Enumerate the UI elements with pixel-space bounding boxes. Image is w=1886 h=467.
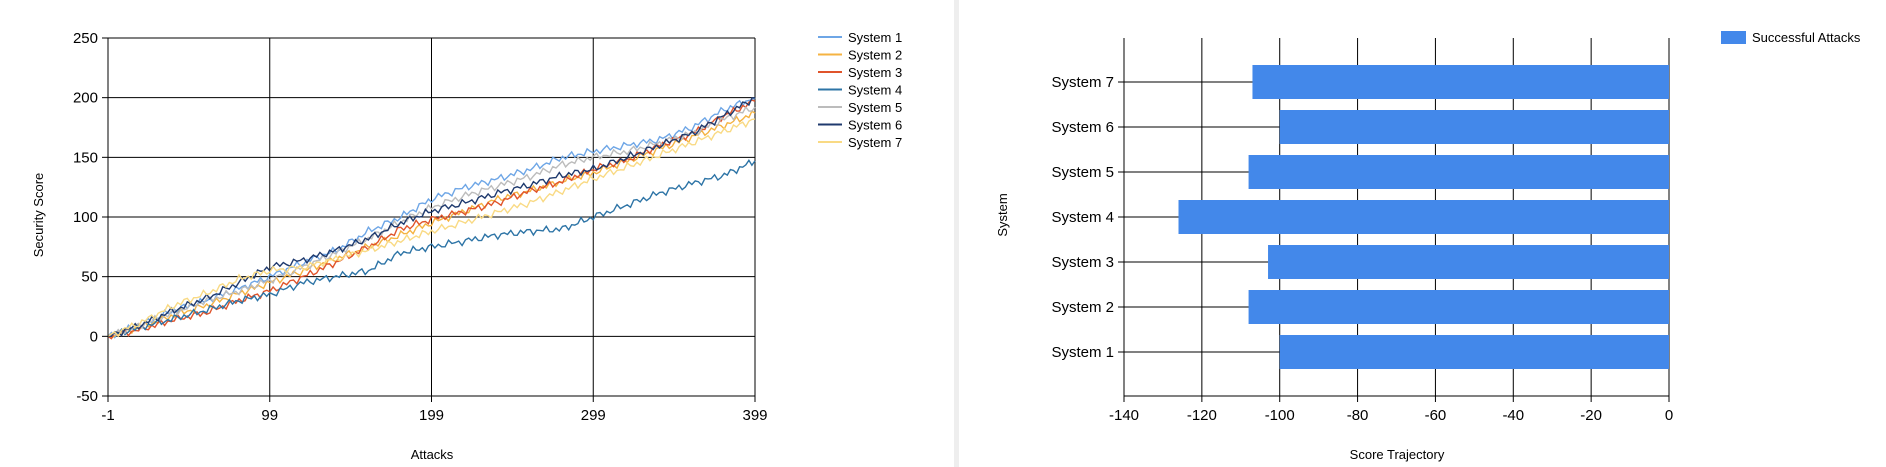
series-line-4: [107, 159, 756, 337]
bar-system-2: [1248, 290, 1669, 324]
y-axis-title: Security Score: [31, 173, 46, 258]
legend-label: System 4: [848, 83, 902, 98]
legend-swatch: [1721, 31, 1746, 44]
y-tick-labels: -50 0 50 100 150 200 250: [73, 30, 98, 405]
legend: Successful Attacks: [1721, 30, 1861, 45]
series-line-3: [107, 99, 756, 340]
series-line-7: [107, 118, 756, 338]
series-line-6: [107, 97, 756, 337]
legend-label: System 6: [848, 118, 902, 133]
legend-label: System 1: [848, 30, 902, 45]
x-tick-label: -120: [1187, 407, 1217, 424]
x-tick-label: 299: [581, 407, 606, 424]
y-tick-label: 250: [73, 30, 98, 47]
x-axis-title: Score Trajectory: [1350, 447, 1445, 462]
bar-system-7: [1252, 65, 1669, 99]
bar-system-3: [1268, 245, 1669, 279]
x-tick-label: -1: [101, 407, 114, 424]
y-tick-label: 50: [81, 269, 98, 286]
bar-system-4: [1178, 200, 1669, 234]
x-axis-title: Attacks: [411, 447, 454, 462]
x-tick-label: -80: [1347, 407, 1369, 424]
line-chart: -50 0 50 100 150 200 250 -1 99 199 299 399 Attacks…: [31, 30, 902, 462]
x-tick-label: -140: [1109, 407, 1139, 424]
x-tick-label: -40: [1502, 407, 1524, 424]
x-tick-label: -60: [1425, 407, 1447, 424]
bar-system-1: [1279, 335, 1669, 369]
bars: [1178, 65, 1669, 369]
axes: [1118, 38, 1670, 402]
y-tick-label: 100: [73, 209, 98, 226]
bar-system-5: [1248, 155, 1669, 189]
category-labels: System 1 System 2 System 3 System 4 System 5…: [1051, 74, 1114, 361]
category-label: System 5: [1051, 164, 1114, 181]
y-tick-label: 150: [73, 149, 98, 166]
series-line-5: [107, 105, 756, 337]
legend: System 1 System 2 System 3 System 4 System 5…: [818, 30, 902, 150]
legend-label: Successful Attacks: [1752, 30, 1861, 45]
category-label: System 7: [1051, 74, 1114, 91]
x-tick-label: 199: [419, 407, 444, 424]
y-axis-title: System: [995, 193, 1010, 236]
x-tick-label: 399: [742, 407, 767, 424]
x-tick-labels: -140 -120 -100 -80 -60 -40 -20 0: [1109, 407, 1673, 424]
y-tick-label: -50: [76, 388, 98, 405]
bar-system-6: [1279, 110, 1669, 144]
x-tick-labels: -1 99 199 299 399: [101, 407, 767, 424]
legend-label: System 7: [848, 135, 902, 150]
category-label: System 4: [1051, 209, 1114, 226]
series-lines: [107, 97, 756, 340]
y-tick-label: 200: [73, 90, 98, 107]
category-label: System 3: [1051, 254, 1114, 271]
x-tick-label: -20: [1580, 407, 1602, 424]
legend-label: System 5: [848, 100, 902, 115]
panel-divider: [954, 0, 959, 467]
legend-label: System 3: [848, 65, 902, 80]
axes: [102, 37, 756, 402]
x-tick-label: 99: [261, 407, 278, 424]
bar-chart: System 1 System 2 System 3 System 4 System 5…: [995, 30, 1861, 462]
category-label: System 2: [1051, 299, 1114, 316]
category-label: System 6: [1051, 119, 1114, 136]
category-label: System 1: [1051, 344, 1114, 361]
legend-label: System 2: [848, 48, 902, 63]
x-tick-label: 0: [1665, 407, 1673, 424]
x-tick-label: -100: [1265, 407, 1295, 424]
y-tick-label: 0: [90, 328, 98, 345]
